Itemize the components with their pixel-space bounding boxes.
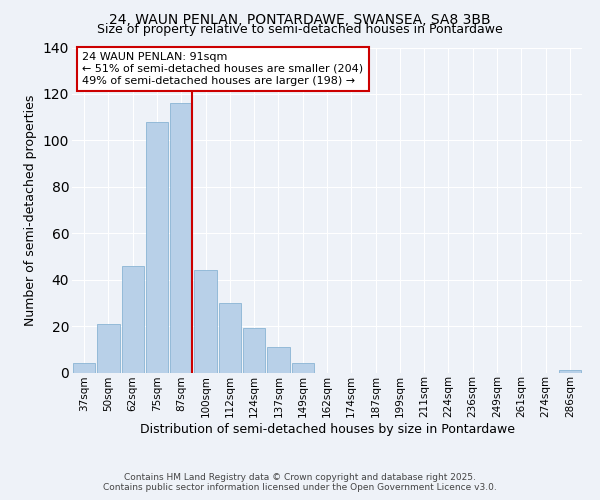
Text: Contains HM Land Registry data © Crown copyright and database right 2025.
Contai: Contains HM Land Registry data © Crown c… [103,473,497,492]
Bar [122,266,144,372]
Bar [194,270,217,372]
Bar [243,328,265,372]
Bar [170,103,193,372]
Y-axis label: Number of semi-detached properties: Number of semi-detached properties [24,94,37,326]
Bar [267,347,290,372]
Bar [292,363,314,372]
Text: 24, WAUN PENLAN, PONTARDAWE, SWANSEA, SA8 3BB: 24, WAUN PENLAN, PONTARDAWE, SWANSEA, SA… [109,12,491,26]
Text: Size of property relative to semi-detached houses in Pontardawe: Size of property relative to semi-detach… [97,22,503,36]
Bar [559,370,581,372]
Bar [97,324,119,372]
Text: 24 WAUN PENLAN: 91sqm
← 51% of semi-detached houses are smaller (204)
49% of sem: 24 WAUN PENLAN: 91sqm ← 51% of semi-deta… [82,52,364,86]
Bar [218,303,241,372]
X-axis label: Distribution of semi-detached houses by size in Pontardawe: Distribution of semi-detached houses by … [139,423,515,436]
Bar [73,363,95,372]
Bar [146,122,168,372]
